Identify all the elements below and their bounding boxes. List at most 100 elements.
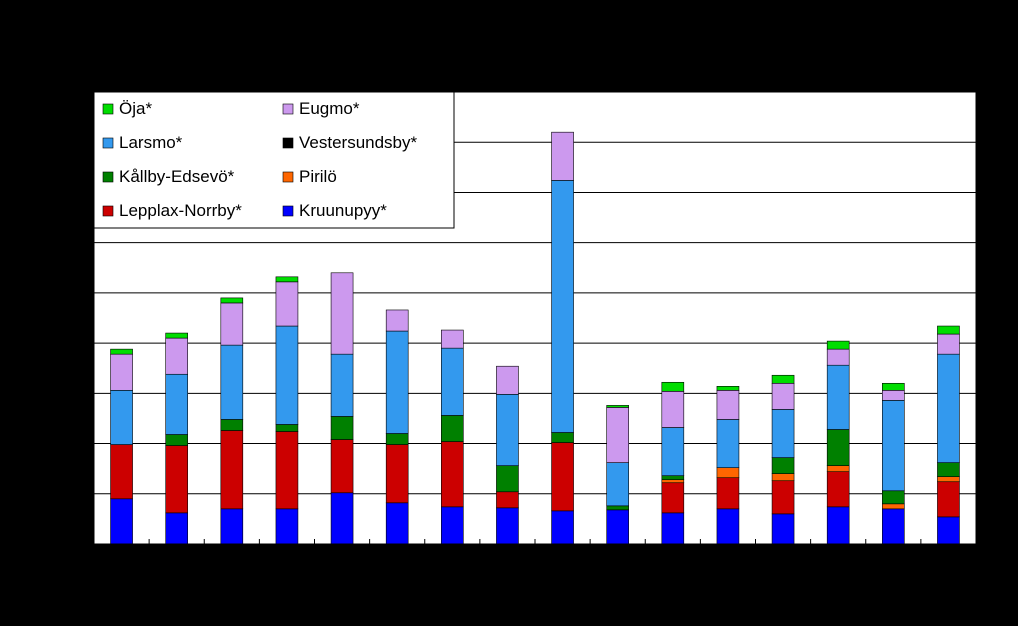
bar-segment — [330, 416, 354, 440]
bar-segment — [385, 330, 409, 434]
bar-segment — [716, 508, 740, 545]
bar-segment — [165, 445, 188, 514]
bar-segment — [937, 333, 960, 355]
bar-segment — [385, 309, 409, 332]
bar-segment — [330, 353, 354, 417]
bar-segment — [882, 490, 905, 505]
legend-label: Pirilö — [299, 167, 337, 186]
bar-segment — [330, 439, 354, 494]
bar-segment — [496, 491, 519, 509]
bar-segment — [275, 424, 299, 432]
bar-segment — [275, 508, 299, 545]
bar-segment — [110, 348, 133, 355]
bar-segment — [385, 433, 409, 445]
bar-segment — [496, 465, 519, 493]
bars — [110, 131, 960, 545]
bar-segment — [826, 348, 850, 366]
bar-segment — [937, 516, 960, 545]
legend-swatch — [102, 205, 114, 217]
bar-segment — [275, 281, 299, 327]
bar-segment — [165, 373, 188, 435]
bar-segment — [716, 390, 740, 420]
bar-segment — [385, 502, 409, 545]
bar-segment — [661, 475, 685, 481]
bar-segment — [551, 510, 574, 545]
bar-segment — [937, 476, 960, 483]
bar-segment — [661, 512, 685, 545]
legend-swatch — [102, 103, 114, 115]
legend: Öja* Eugmo* Larsmo* Vestersundsby* Kållby-Ed… — [93, 91, 455, 229]
bar-segment — [551, 432, 574, 443]
bar-segment — [882, 390, 905, 401]
bar-segment — [716, 419, 740, 468]
bar-segment — [496, 507, 519, 545]
bar-segment — [165, 512, 188, 545]
bar-segment — [165, 434, 188, 446]
bar-segment — [330, 492, 354, 545]
bar-segment — [771, 382, 795, 410]
bar-segment — [606, 405, 629, 408]
bar-segment — [441, 506, 464, 545]
bar-segment — [882, 400, 905, 492]
legend-label: Eugmo* — [299, 99, 360, 118]
legend-label: Vestersundsby* — [299, 133, 418, 152]
bar-segment — [110, 498, 133, 545]
legend-label: Larsmo* — [119, 133, 183, 152]
bar-segment — [110, 390, 133, 445]
bar-segment — [826, 429, 850, 466]
bar-segment — [551, 442, 574, 512]
legend-label: Kållby-Edsevö* — [119, 167, 235, 186]
bar-segment — [606, 407, 629, 463]
bar-segment — [275, 431, 299, 510]
bar-segment — [716, 477, 740, 510]
bar-segment — [882, 382, 905, 391]
bar-segment — [275, 276, 299, 283]
legend-label: Lepplax-Norrby* — [119, 201, 242, 220]
bar-segment — [110, 444, 133, 500]
bar-segment — [220, 297, 244, 304]
legend-swatch — [282, 137, 294, 149]
bar-segment — [716, 467, 740, 479]
bar-segment — [937, 325, 960, 335]
bar-segment — [771, 480, 795, 515]
bar-segment — [882, 508, 905, 545]
bar-segment — [496, 394, 519, 466]
legend-box — [93, 91, 455, 229]
bar-segment — [937, 462, 960, 478]
bar-segment — [220, 430, 244, 510]
bar-segment — [826, 364, 850, 430]
legend-swatch — [282, 205, 294, 217]
legend-label: Kruunupyy* — [299, 201, 387, 220]
bar-segment — [441, 329, 464, 349]
bar-segment — [716, 386, 740, 391]
bar-segment — [661, 381, 685, 392]
bar-segment — [385, 444, 409, 504]
legend-swatch — [102, 137, 114, 149]
bar-segment — [771, 513, 795, 545]
bar-segment — [771, 409, 795, 458]
bar-segment — [606, 505, 629, 511]
bar-segment — [826, 465, 850, 472]
bar-segment — [220, 508, 244, 545]
bar-segment — [606, 462, 629, 507]
bar-segment — [826, 340, 850, 350]
bar-segment — [441, 415, 464, 442]
bar-segment — [661, 427, 685, 476]
legend-swatch — [282, 171, 294, 183]
bar-segment — [771, 374, 795, 384]
bar-segment — [496, 365, 519, 395]
bar-segment — [771, 457, 795, 474]
bar-segment — [330, 272, 354, 355]
bar-segment — [661, 482, 685, 514]
bar-segment — [937, 481, 960, 518]
bar-segment — [937, 353, 960, 463]
legend-swatch — [102, 171, 114, 183]
bar-segment — [441, 441, 464, 508]
bar-segment — [275, 325, 299, 425]
bar-segment — [551, 131, 574, 181]
bar-segment — [606, 509, 629, 545]
bar-segment — [220, 302, 244, 346]
x-axis — [93, 539, 977, 544]
